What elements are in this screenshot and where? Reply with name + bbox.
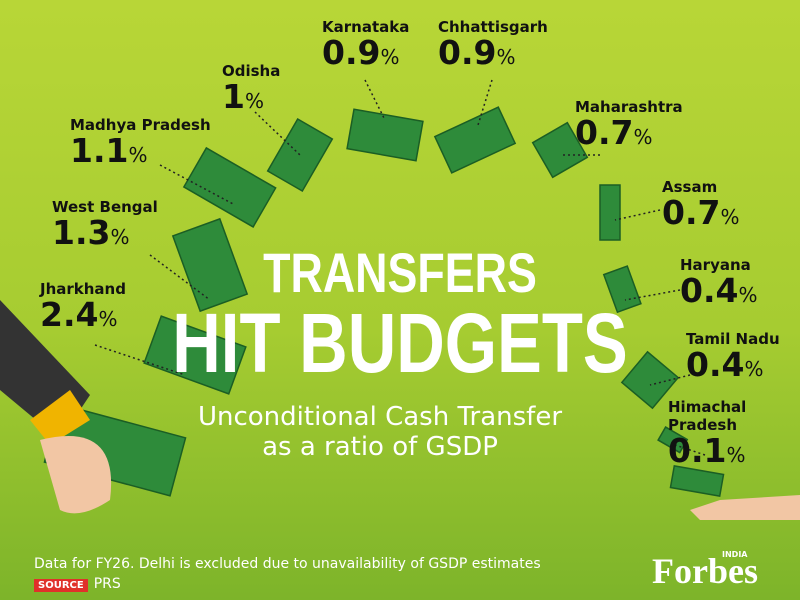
state-value: 1: [222, 77, 245, 116]
state-value: 1.1: [70, 131, 129, 170]
state-unit: %: [98, 307, 118, 331]
logo-edition: INDIA: [722, 550, 748, 559]
state-label: West Bengal 1.3%: [52, 198, 158, 250]
state-label: Madhya Pradesh 1.1%: [70, 116, 211, 168]
state-label: Tamil Nadu 0.4%: [686, 330, 780, 382]
state-value: 0.9: [438, 33, 497, 72]
state-unit: %: [128, 143, 148, 167]
state-name: Maharashtra: [575, 98, 683, 116]
state-unit: %: [744, 357, 764, 381]
source: SOURCE PRS: [34, 576, 121, 592]
state-name: Odisha: [222, 62, 281, 80]
state-unit: %: [726, 443, 746, 467]
subtitle: as a ratio of GSDP: [262, 432, 498, 462]
state-value: 0.7: [662, 193, 721, 232]
state-name: Haryana: [680, 256, 751, 274]
title: TRANSFERS: [263, 241, 537, 304]
state-name: Assam: [662, 178, 718, 196]
state-unit: %: [633, 125, 653, 149]
state-name: Himachal Pradesh: [668, 398, 747, 434]
logo: Forbes: [652, 551, 758, 591]
state-label: Karnataka 0.9%: [322, 18, 409, 70]
state-label: Odisha 1%: [222, 62, 280, 114]
state-value: 0.4: [680, 271, 739, 310]
footnote: Data for FY26. Delhi is excluded due to …: [34, 556, 541, 572]
state-label: Jharkhand 2.4%: [40, 280, 126, 332]
state-label: Maharashtra 0.7%: [575, 98, 683, 150]
state-name: Chhattisgarh: [438, 18, 548, 36]
state-value: 1.3: [52, 213, 111, 252]
state-name: Karnataka: [322, 18, 410, 36]
state-value: 0.7: [575, 113, 634, 152]
state-value: 2.4: [40, 295, 99, 334]
state-label: Haryana 0.4%: [680, 256, 757, 308]
state-label: Chhattisgarh 0.9%: [438, 18, 548, 70]
state-name: Jharkhand: [40, 280, 126, 298]
source-tag: SOURCE: [34, 579, 88, 592]
state-unit: %: [110, 225, 130, 249]
state-value: 0.4: [686, 345, 745, 384]
subtitle: Unconditional Cash Transfer: [197, 402, 563, 432]
state-name: West Bengal: [52, 198, 158, 216]
state-unit: %: [738, 283, 758, 307]
state-label: Himachal Pradesh 0.1%: [668, 398, 748, 468]
state-name: Tamil Nadu: [686, 330, 780, 348]
state-value: 0.9: [322, 33, 381, 72]
state-unit: %: [244, 89, 264, 113]
state-unit: %: [496, 45, 516, 69]
state-value: 0.1: [668, 431, 727, 470]
state-unit: %: [380, 45, 400, 69]
state-unit: %: [720, 205, 740, 229]
state-name: Madhya Pradesh: [70, 116, 211, 134]
state-label: Assam 0.7%: [662, 178, 739, 230]
title: HIT BUDGETS: [172, 296, 628, 390]
source-name: PRS: [93, 576, 121, 592]
